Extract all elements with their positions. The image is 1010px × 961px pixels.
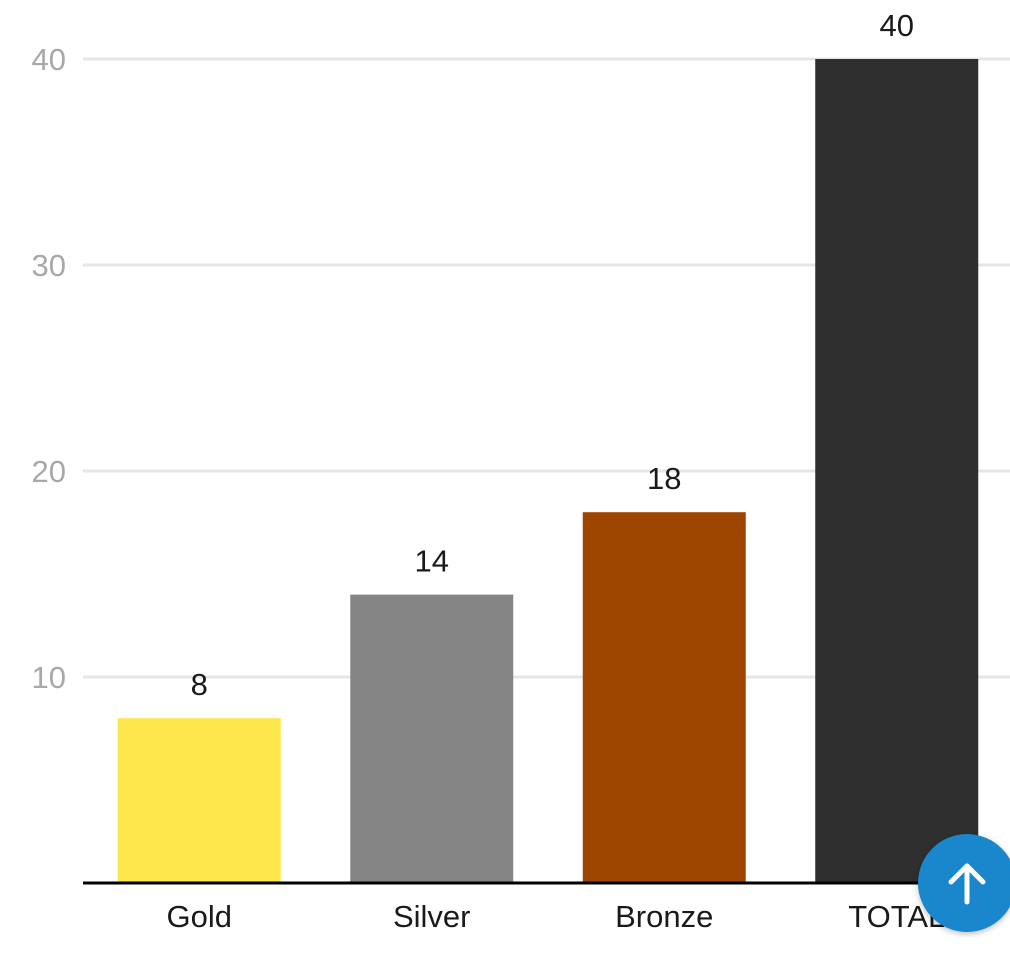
category-label-gold: Gold (167, 899, 232, 934)
scroll-to-top-button[interactable] (918, 834, 1010, 932)
category-label-silver: Silver (393, 899, 471, 934)
x-axis-category-labels: Gold Silver Bronze TOTAL (167, 899, 946, 934)
bar-silver[interactable] (350, 594, 514, 883)
value-label-total: 40 (880, 8, 914, 43)
bar-gold[interactable] (117, 718, 281, 883)
y-tick-label: 40 (32, 42, 66, 77)
value-labels: 8 14 18 40 (191, 8, 914, 702)
y-tick-label: 20 (32, 454, 66, 489)
value-label-silver: 14 (415, 544, 449, 579)
value-label-gold: 8 (191, 667, 208, 702)
category-label-bronze: Bronze (615, 899, 713, 934)
arrow-up-icon (948, 863, 986, 905)
y-tick-label: 10 (32, 660, 66, 695)
y-tick-label: 30 (32, 248, 66, 283)
bar-bronze[interactable] (582, 512, 746, 883)
y-axis-ticks: 10 20 30 40 (32, 42, 66, 695)
value-label-bronze: 18 (647, 461, 681, 496)
bar-total[interactable] (815, 59, 979, 883)
bars (117, 59, 979, 883)
